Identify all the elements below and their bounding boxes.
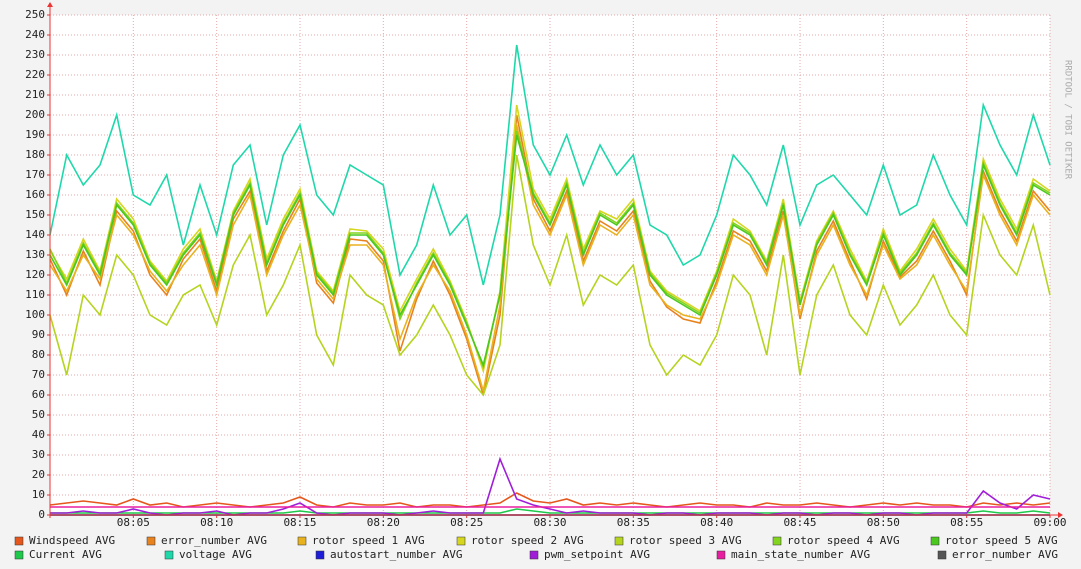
y-tick-label: 20 [32,468,45,481]
legend-swatch [146,536,156,546]
y-tick-label: 0 [38,508,45,521]
legend-swatch [14,550,24,560]
line [49,124,1051,392]
y-tick-label: 50 [32,408,45,421]
legend-swatch [297,536,307,546]
line [50,456,1051,516]
legend-swatch [529,550,539,560]
legend-label: autostart_number AVG [330,548,462,561]
x-tick-label: 08:10 [200,516,233,529]
line [49,44,1051,286]
legend-swatch [164,550,174,560]
y-tick-label: 60 [32,388,45,401]
y-tick-label: 180 [25,148,45,161]
legend-swatch [614,536,624,546]
legend-swatch [456,536,466,546]
y-tick-label: 230 [25,48,45,61]
legend-label: error_number AVG [161,534,267,547]
y-tick-label: 250 [25,8,45,21]
x-tick-label: 08:15 [283,516,316,529]
x-tick-label: 08:40 [700,516,733,529]
line [49,114,1051,396]
y-tick-label: 110 [25,288,45,301]
y-tick-label: 200 [25,108,45,121]
legend-swatch [930,536,940,546]
y-tick-label: 240 [25,28,45,41]
legend-label: pwm_setpoint AVG [544,548,650,561]
y-tick-label: 150 [25,208,45,221]
x-tick-label: 09:00 [1033,516,1066,529]
y-tick-label: 210 [25,88,45,101]
line [49,154,1051,397]
axis-arrow [1058,512,1063,518]
legend-label: error_number AVG [952,548,1058,561]
y-tick-label: 90 [32,328,45,341]
y-tick-label: 100 [25,308,45,321]
y-tick-label: 140 [25,228,45,241]
legend-swatch [14,536,24,546]
watermark: RRDTOOL / TOBI OETIKER [1063,60,1073,180]
x-tick-label: 08:50 [867,516,900,529]
x-tick-label: 08:30 [533,516,566,529]
axis-arrow [47,2,53,7]
legend-label: rotor speed 4 AVG [787,534,900,547]
legend-label: rotor speed 2 AVG [471,534,584,547]
legend-swatch [937,550,947,560]
legend-label: rotor speed 1 AVG [312,534,425,547]
legend-label: main_state_number AVG [731,548,870,561]
x-tick-label: 08:45 [783,516,816,529]
legend-label: rotor speed 5 AVG [945,534,1058,547]
y-tick-label: 70 [32,368,45,381]
legend-label: rotor speed 3 AVG [629,534,742,547]
y-tick-label: 190 [25,128,45,141]
y-tick-label: 80 [32,348,45,361]
legend-label: voltage AVG [179,548,252,561]
legend-swatch [772,536,782,546]
y-tick-label: 30 [32,448,45,461]
x-tick-label: 08:25 [450,516,483,529]
x-tick-label: 08:20 [367,516,400,529]
y-tick-label: 220 [25,68,45,81]
y-tick-label: 120 [25,268,45,281]
y-tick-label: 130 [25,248,45,261]
y-tick-label: 10 [32,488,45,501]
x-tick-label: 08:35 [617,516,650,529]
x-tick-label: 08:05 [117,516,150,529]
line [49,134,1051,368]
x-tick-label: 08:55 [950,516,983,529]
legend-swatch [716,550,726,560]
y-tick-label: 40 [32,428,45,441]
y-tick-label: 170 [25,168,45,181]
y-tick-label: 160 [25,188,45,201]
legend-swatch [315,550,325,560]
legend-label: Current AVG [29,548,102,561]
legend-label: Windspeed AVG [29,534,115,547]
line [49,492,1051,508]
